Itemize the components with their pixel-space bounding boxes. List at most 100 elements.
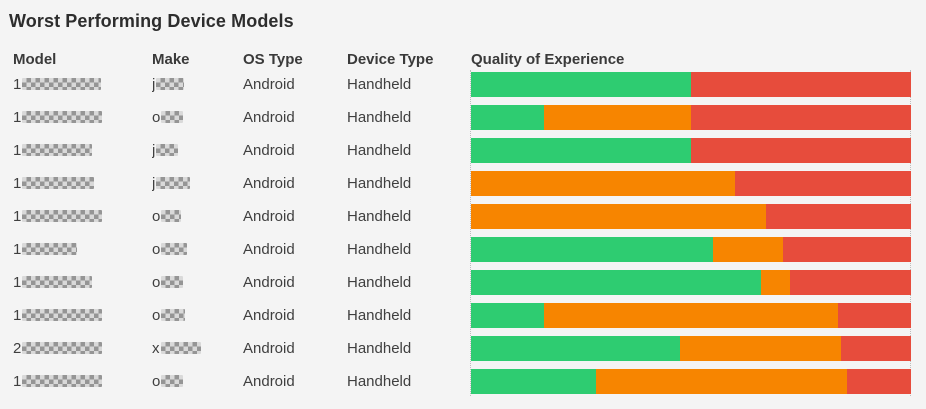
model-visible-prefix: 1 — [13, 307, 22, 324]
os-type-cell: Android — [243, 274, 295, 291]
device-row: 1 o Android Handheld — [0, 200, 926, 233]
qoe-segment-good — [471, 72, 691, 97]
device-row: 1 j Android Handheld — [0, 167, 926, 200]
redacted-make-text — [161, 111, 184, 123]
redacted-model-text — [22, 309, 103, 321]
make-visible-prefix: x — [152, 340, 160, 357]
qoe-stacked-bar — [471, 303, 911, 328]
device-type-cell: Handheld — [347, 373, 412, 390]
panel-title: Worst Performing Device Models — [9, 11, 294, 31]
make-visible-prefix: o — [152, 274, 161, 291]
redacted-make-text — [161, 375, 184, 387]
chart-axis-line-left — [470, 70, 471, 396]
qoe-segment-good — [471, 369, 597, 394]
redacted-make-text — [156, 144, 179, 156]
qoe-segment-poor — [840, 336, 911, 361]
device-row: 1 o Android Handheld — [0, 101, 926, 134]
os-type-cell: Android — [243, 373, 295, 390]
os-type-cell: Android — [243, 241, 295, 258]
qoe-segment-fair — [471, 171, 735, 196]
qoe-stacked-bar — [471, 138, 911, 163]
device-type-cell: Handheld — [347, 208, 412, 225]
qoe-bar-cell — [471, 332, 911, 365]
model-visible-prefix: 1 — [13, 175, 22, 192]
qoe-segment-good — [471, 336, 680, 361]
model-cell: 1 — [13, 175, 152, 192]
model-cell: 1 — [13, 109, 152, 126]
qoe-bar-cell — [471, 68, 911, 101]
model-visible-prefix: 1 — [13, 373, 22, 390]
os-type-cell: Android — [243, 340, 295, 357]
device-type-cell: Handheld — [347, 241, 412, 258]
qoe-stacked-bar — [471, 105, 911, 130]
redacted-make-text — [161, 210, 182, 222]
make-cell: o — [152, 109, 243, 126]
model-cell: 1 — [13, 142, 152, 159]
make-cell: o — [152, 208, 243, 225]
os-type-cell: Android — [243, 175, 295, 192]
redacted-make-text — [161, 309, 186, 321]
qoe-bar-cell — [471, 299, 911, 332]
qoe-stacked-bar — [471, 204, 911, 229]
redacted-model-text — [22, 111, 103, 123]
qoe-stacked-bar — [471, 237, 911, 262]
model-visible-prefix: 2 — [13, 340, 22, 357]
qoe-stacked-bar — [471, 270, 911, 295]
chart-axis-line-right — [910, 70, 911, 396]
device-row: 1 j Android Handheld — [0, 134, 926, 167]
qoe-stacked-bar — [471, 72, 911, 97]
redacted-model-text — [22, 375, 103, 387]
qoe-stacked-bar — [471, 369, 911, 394]
qoe-bar-cell — [471, 134, 911, 167]
make-cell: j — [152, 142, 243, 159]
make-visible-prefix: o — [152, 307, 161, 324]
device-row: 1 o Android Handheld — [0, 233, 926, 266]
redacted-model-text — [22, 144, 93, 156]
make-cell: o — [152, 373, 243, 390]
model-visible-prefix: 1 — [13, 241, 22, 258]
model-cell: 1 — [13, 241, 152, 258]
model-visible-prefix: 1 — [13, 142, 22, 159]
model-visible-prefix: 1 — [13, 274, 22, 291]
model-cell: 1 — [13, 373, 152, 390]
qoe-segment-poor — [690, 105, 911, 130]
redacted-model-text — [22, 276, 93, 288]
qoe-segment-good — [471, 138, 691, 163]
redacted-model-text — [22, 78, 102, 90]
os-type-cell: Android — [243, 307, 295, 324]
column-header-model: Model — [13, 51, 57, 68]
make-cell: o — [152, 241, 243, 258]
qoe-segment-poor — [783, 237, 911, 262]
device-row: 1 o Android Handheld — [0, 299, 926, 332]
make-cell: j — [152, 175, 243, 192]
device-row: 1 o Android Handheld — [0, 365, 926, 398]
qoe-bar-cell — [471, 365, 911, 398]
qoe-segment-fair — [680, 336, 841, 361]
qoe-bar-cell — [471, 101, 911, 134]
device-type-cell: Handheld — [347, 109, 412, 126]
qoe-segment-poor — [847, 369, 911, 394]
model-visible-prefix: 1 — [13, 76, 22, 93]
qoe-bar-cell — [471, 233, 911, 266]
device-type-cell: Handheld — [347, 76, 412, 93]
model-cell: 1 — [13, 274, 152, 291]
column-header-os-type: OS Type — [243, 51, 303, 68]
qoe-segment-poor — [691, 72, 911, 97]
device-type-cell: Handheld — [347, 175, 412, 192]
make-cell: x — [152, 340, 243, 357]
make-visible-prefix: o — [152, 109, 161, 126]
qoe-segment-fair — [596, 369, 848, 394]
qoe-segment-fair — [713, 237, 784, 262]
model-cell: 1 — [13, 307, 152, 324]
qoe-segment-good — [471, 105, 544, 130]
make-visible-prefix: o — [152, 373, 161, 390]
model-cell: 1 — [13, 76, 152, 93]
qoe-segment-poor — [789, 270, 911, 295]
make-visible-prefix: j — [152, 76, 156, 93]
model-visible-prefix: 1 — [13, 109, 22, 126]
make-cell: o — [152, 274, 243, 291]
model-cell: 2 — [13, 340, 152, 357]
redacted-make-text — [160, 342, 201, 354]
make-visible-prefix: j — [152, 142, 156, 159]
